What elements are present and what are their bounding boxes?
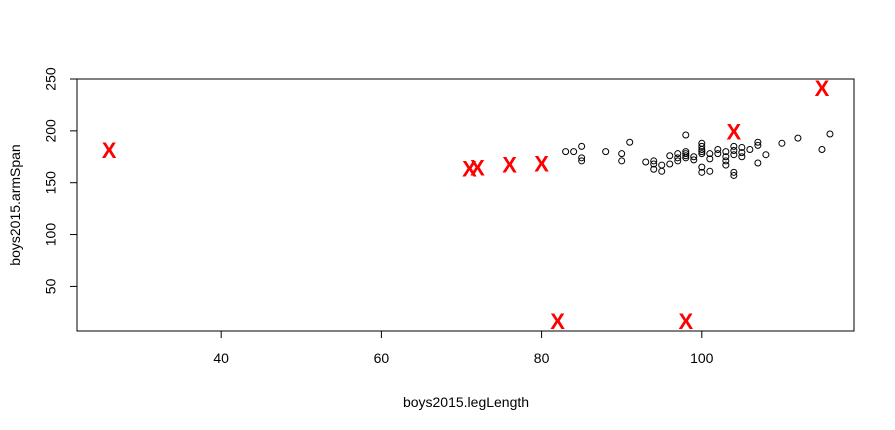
data-point xyxy=(658,167,666,175)
data-point xyxy=(698,168,706,176)
y-tick-label: 50 xyxy=(43,278,59,294)
outlier-x-marker: X xyxy=(550,309,565,334)
data-point xyxy=(738,143,746,151)
data-point xyxy=(778,139,786,147)
data-point xyxy=(746,146,754,154)
plot-box xyxy=(76,78,855,332)
data-point xyxy=(762,151,770,159)
y-axis: 50 100 150 200 250 xyxy=(43,67,78,294)
data-point xyxy=(674,150,682,158)
data-point xyxy=(826,130,834,138)
outlier-x-marker: X xyxy=(815,76,830,101)
data-point xyxy=(754,159,762,167)
data-point xyxy=(738,149,746,157)
data-point xyxy=(698,148,706,156)
data-point xyxy=(754,141,762,149)
data-point xyxy=(682,150,690,158)
data-point xyxy=(706,155,714,163)
outlier-x-marker: X xyxy=(502,153,517,178)
y-axis-title: boys2015.armSpan xyxy=(7,144,23,265)
y-tick-label: 250 xyxy=(43,67,59,91)
data-point xyxy=(674,154,682,162)
outlier-markers: XXX X XX XXX xyxy=(102,76,830,334)
data-point xyxy=(570,148,578,156)
data-point xyxy=(650,160,658,168)
data-point xyxy=(714,150,722,158)
data-point xyxy=(626,138,634,146)
x-axis-title: boys2015.legLength xyxy=(403,394,529,410)
y-tick-label: 100 xyxy=(43,223,59,247)
data-point xyxy=(682,154,690,162)
outlier-x-marker: X xyxy=(678,309,693,334)
outlier-x-marker: X xyxy=(534,152,549,177)
data-point xyxy=(818,146,826,154)
data-point xyxy=(650,157,658,165)
data-point xyxy=(730,147,738,155)
data-point xyxy=(730,171,738,179)
data-point xyxy=(682,131,690,139)
data-point xyxy=(730,168,738,176)
data-point xyxy=(690,156,698,164)
data-points xyxy=(562,130,834,179)
x-tick-label: 80 xyxy=(534,350,550,366)
data-point xyxy=(690,153,698,161)
data-point xyxy=(618,150,626,158)
data-point xyxy=(722,157,730,165)
data-point xyxy=(602,148,610,156)
x-tick-label: 60 xyxy=(374,350,390,366)
data-point xyxy=(642,158,650,166)
data-point xyxy=(658,161,666,169)
data-point xyxy=(650,165,658,173)
data-point xyxy=(794,134,802,142)
x-tick-label: 40 xyxy=(213,350,229,366)
data-point xyxy=(578,157,586,165)
x-axis: 40 60 80 100 xyxy=(213,330,714,366)
data-point xyxy=(714,146,722,154)
data-point xyxy=(562,148,570,156)
data-point xyxy=(698,142,706,150)
data-point xyxy=(706,150,714,158)
outlier-x-marker: X xyxy=(102,138,117,163)
data-point xyxy=(730,142,738,150)
data-point xyxy=(618,157,626,165)
outlier-x-marker: X xyxy=(470,156,485,181)
data-point xyxy=(722,148,730,156)
data-point xyxy=(706,167,714,175)
outlier-x-marker: X xyxy=(462,157,477,182)
data-point xyxy=(722,153,730,161)
data-point xyxy=(738,153,746,161)
y-tick-label: 150 xyxy=(43,171,59,195)
data-point xyxy=(578,154,586,162)
data-point xyxy=(666,160,674,168)
data-point xyxy=(578,142,586,150)
x-tick-label: 100 xyxy=(690,350,714,366)
data-point xyxy=(730,151,738,159)
data-point xyxy=(698,150,706,158)
data-point xyxy=(682,152,690,160)
outlier-x-marker: X xyxy=(727,119,742,144)
data-point xyxy=(674,157,682,165)
y-tick-label: 200 xyxy=(43,119,59,143)
data-point xyxy=(722,161,730,169)
data-point xyxy=(698,163,706,171)
data-point xyxy=(754,138,762,146)
data-point xyxy=(698,146,706,154)
data-point xyxy=(666,152,674,160)
